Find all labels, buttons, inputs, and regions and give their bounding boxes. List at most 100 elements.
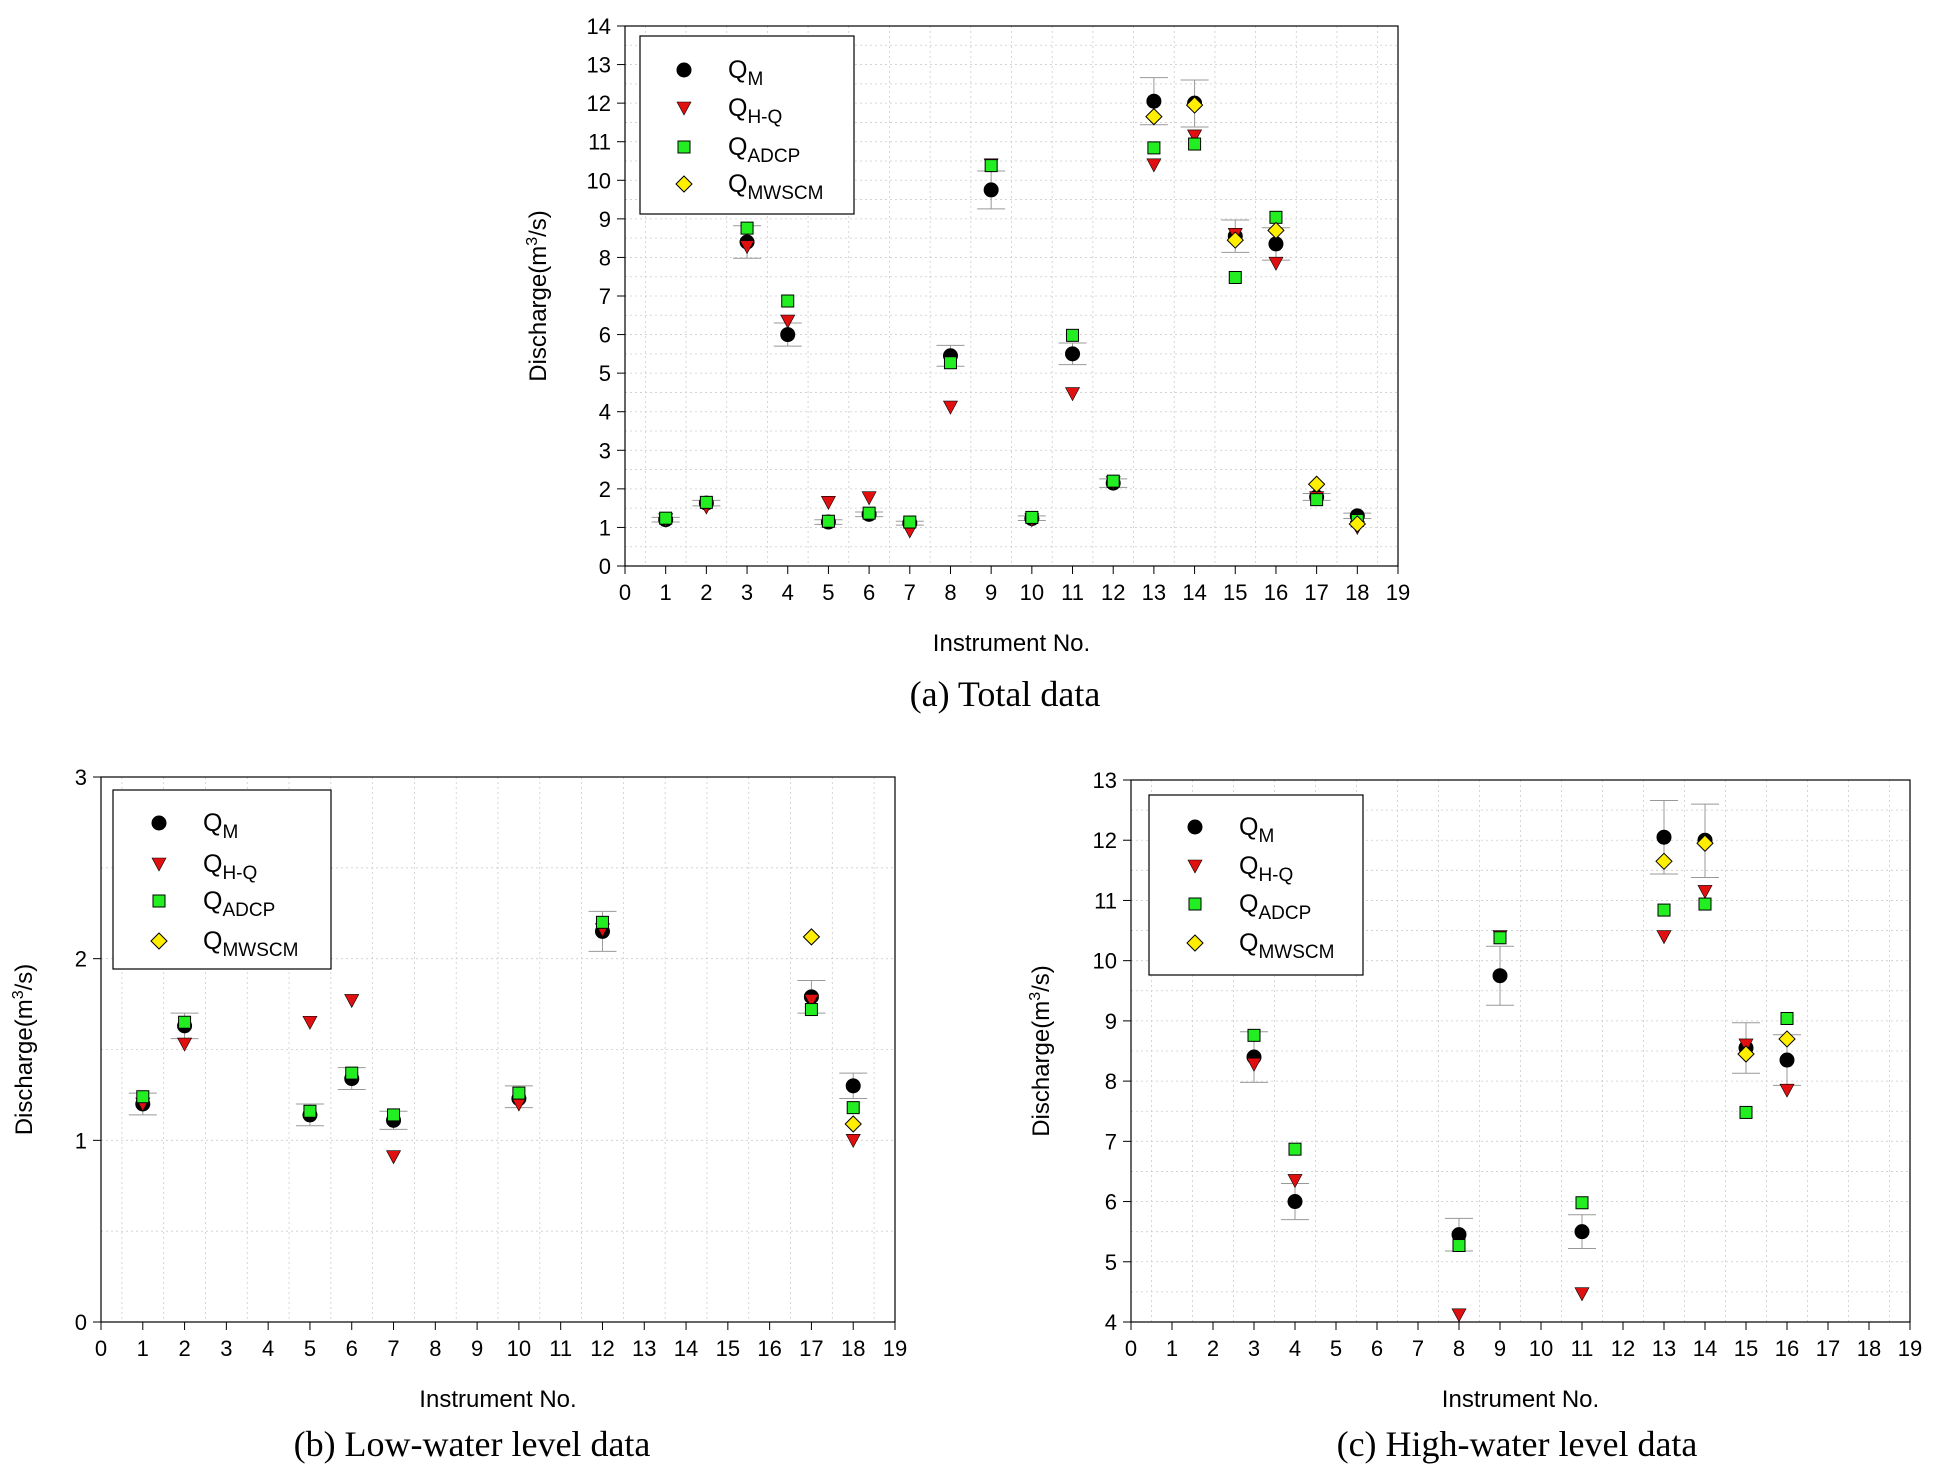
data-point-QADCP [345,1066,359,1080]
data-point-QHQ [845,1134,861,1148]
data-point-QHQ [1287,1174,1303,1189]
x-tick-label: 17 [1304,580,1328,605]
data-point-QADCP [1106,474,1120,488]
chart-panel-3: 0 1 2 3 4 5 6 7 8 9 10 11 12 13 14 15 16 17 18 194567891011… [1027,768,1922,1464]
data-point-QHQ [386,1150,402,1165]
data-point-QADCP [659,511,673,525]
data-point-QMWSCM [1145,107,1163,126]
legend-label-QADCP: QADCP [1239,890,1311,924]
data-point-QADCP [1288,1142,1302,1156]
x-tick-label: 1 [660,580,672,605]
data-point-QHQ [1574,1287,1590,1302]
x-tick-label: 13 [1652,1336,1676,1361]
data-point-QADCP [862,506,876,520]
data-point-QADCP [1228,270,1242,284]
y-tick-label: 2 [599,477,611,502]
y-tick-label: 1 [599,515,611,540]
data-point-QMWSCM [1696,834,1714,852]
x-tick-label: 1 [137,1336,149,1361]
x-tick-label: 19 [1386,580,1410,605]
data-point-QADCP [1780,1011,1794,1025]
data-point-QHQ [1146,158,1162,173]
x-tick-label: 16 [1264,580,1288,605]
data-point-QHQ [861,491,877,506]
x-tick-label: 2 [700,580,712,605]
data-point-QADCP [781,294,795,308]
x-tick-label: 19 [1898,1336,1922,1361]
y-tick-label: 0 [75,1310,87,1335]
data-point-QADCP [943,356,957,370]
x-tick-label: 8 [944,580,956,605]
data-point-QADCP [984,159,998,173]
data-point-QHQ [1246,1057,1262,1072]
legend-marker-QADCP [152,894,166,908]
series-QADCP [136,915,860,1122]
y-tick-label: 4 [599,400,611,425]
data-point-QHQ [1697,885,1713,900]
data-point-QMWSCM [1737,1045,1755,1063]
y-axis-label: Discharge(m3/s) [1027,965,1055,1137]
data-point-QHQ [1065,387,1081,402]
data-point-QADCP [178,1015,192,1029]
legend-label-QM: QM [1239,813,1274,847]
data-point-QHQ [1656,930,1672,945]
x-tick-label: 2 [1207,1336,1219,1361]
series-QHQ [135,923,861,1165]
x-tick-label: 11 [1571,1336,1594,1361]
x-tick-label: 14 [1182,580,1206,605]
data-point-QHQ [820,496,836,510]
y-tick-label: 0 [599,554,611,579]
x-tick-label: 8 [1453,1336,1465,1361]
y-tick-label: 7 [599,284,611,309]
y-tick-label: 1 [75,1128,87,1153]
data-point-QM [845,1078,861,1094]
data-point-QADCP [821,514,835,528]
legend-marker-QM [676,62,692,78]
data-point-QADCP [1269,210,1283,224]
data-point-QADCP [1452,1239,1466,1253]
series-QHQ [1246,885,1795,1323]
data-point-QADCP [804,1003,818,1017]
y-tick-label: 7 [1105,1129,1117,1154]
series-QMWSCM [802,928,862,1133]
data-point-QADCP [387,1108,401,1122]
data-point-QHQ [780,314,796,329]
plot-frame [1130,779,1911,1323]
plot-frame [100,776,896,1323]
data-point-QADCP [699,495,713,509]
chart-caption: (c) High-water level data [1337,1424,1698,1464]
x-tick-label: 16 [757,1336,781,1361]
data-point-QADCP [1310,493,1324,507]
x-axis-label: Instrument No. [419,1386,576,1413]
data-point-QADCP [303,1104,317,1118]
x-tick-label: 5 [1330,1336,1342,1361]
x-tick-label: 3 [1248,1336,1260,1361]
x-tick-label: 1 [1166,1336,1178,1361]
data-point-QHQ [1779,1083,1795,1098]
legend-marker-QHQ [151,857,167,872]
data-point-QMWSCM [1348,515,1367,533]
data-point-QM [1146,93,1162,109]
y-tick-label: 8 [1105,1069,1117,1094]
x-tick-label: 15 [1734,1336,1758,1361]
data-point-QMWSCM [802,928,821,946]
x-tick-label: 0 [1125,1336,1137,1361]
y-tick-label: 10 [1093,949,1117,974]
legend-label-QADCP: QADCP [728,133,800,167]
x-tick-label: 4 [1289,1336,1301,1361]
data-point-QM [1574,1224,1590,1240]
x-tick-label: 7 [904,580,916,605]
data-point-QMWSCM [1655,852,1673,871]
chart-panel-2: 0 1 2 3 4 5 6 7 8 9 10 11 12 13 14 15 16 17 18 190123Instru… [10,765,907,1464]
y-tick-label: 3 [599,438,611,463]
data-point-QMWSCM [1307,475,1326,493]
legend-marker-QMWSCM [150,932,168,950]
x-tick-label: 13 [1142,580,1166,605]
y-axis-label: Discharge(m3/s) [10,964,38,1136]
series-QMWSCM [1655,834,1796,1063]
x-tick-label: 9 [985,580,997,605]
x-axis-label: Instrument No. [933,630,1090,657]
data-point-QADCP [740,221,754,235]
series-QADCP [1247,897,1794,1253]
